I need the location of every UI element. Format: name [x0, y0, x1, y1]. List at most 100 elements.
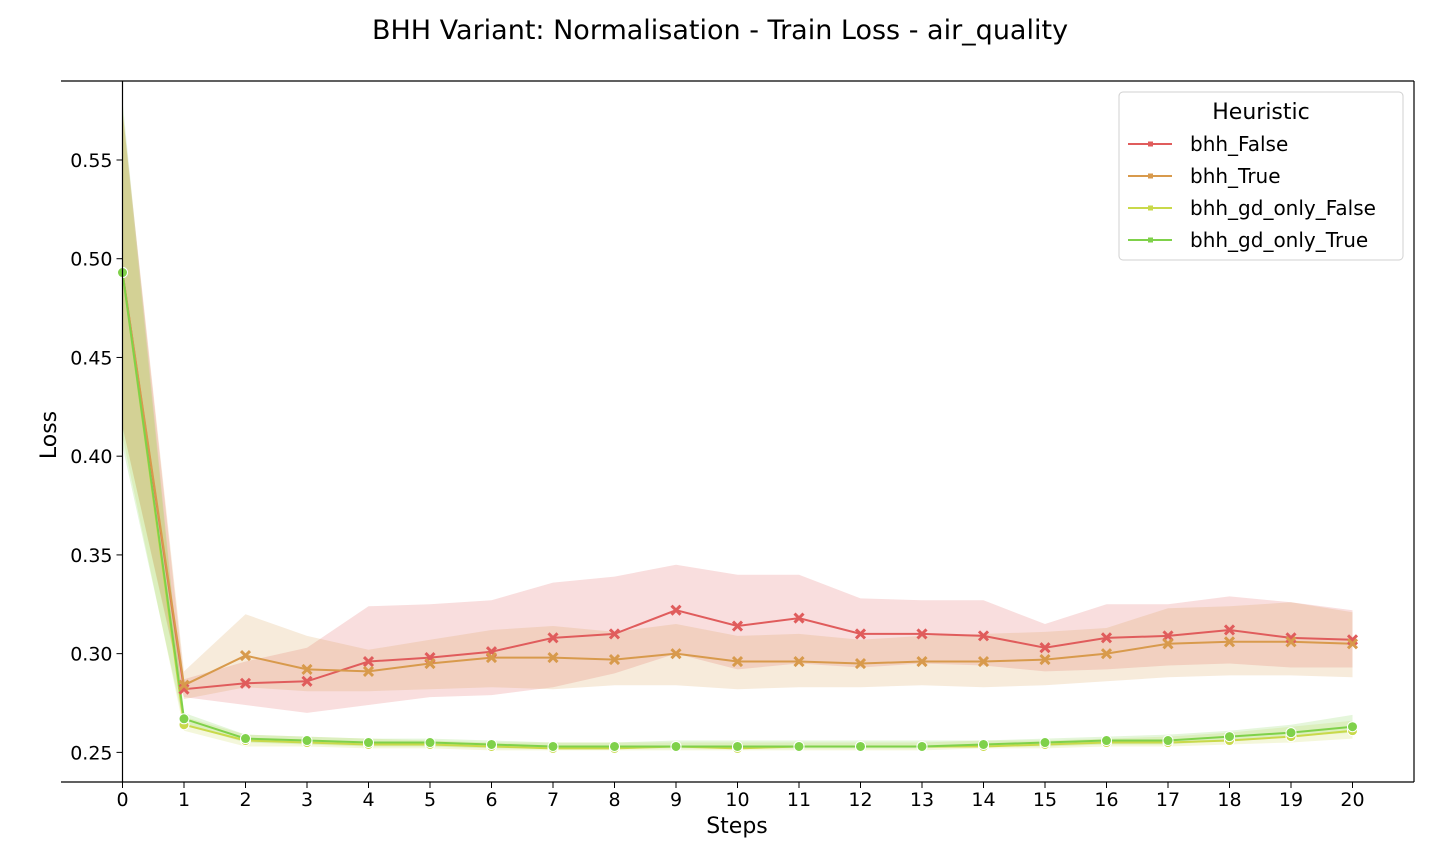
y-tick-label: 0.55: [70, 150, 112, 172]
legend-label: bhh_False: [1190, 132, 1288, 156]
point-bhh-True: [424, 657, 436, 670]
point-bhh-gd-only-True: [424, 737, 436, 749]
x-tick-label: 7: [547, 789, 559, 811]
x-tick-label: 16: [1094, 789, 1118, 811]
legend-marker-bhh-gd-only-True: [1148, 237, 1153, 243]
x-tick-label: 5: [424, 789, 436, 811]
x-tick-label: 3: [301, 789, 313, 811]
point-bhh-gd-only-True: [793, 740, 805, 752]
point-bhh-gd-only-True: [855, 740, 866, 752]
point-bhh-gd-only-True: [978, 738, 989, 750]
point-bhh-gd-only-True: [363, 737, 374, 749]
y-tick-label: 0.40: [70, 446, 112, 468]
point-bhh-True: [1346, 638, 1359, 650]
point-bhh-gd-only-True: [301, 735, 313, 747]
point-bhh-False: [731, 620, 744, 632]
x-tick-label: 14: [971, 789, 995, 811]
x-tick-label: 8: [608, 789, 620, 811]
y-tick-label: 0.35: [70, 545, 112, 567]
x-tick-label: 9: [670, 789, 682, 811]
legend-marker-bhh-gd-only-False: [1148, 205, 1153, 211]
point-bhh-True: [916, 655, 928, 668]
point-bhh-True: [1039, 654, 1051, 666]
point-bhh-True: [731, 655, 744, 668]
legend-title: Heuristic: [1212, 100, 1309, 125]
point-bhh-True: [1100, 648, 1113, 660]
point-bhh-False: [916, 628, 928, 640]
point-bhh-gd-only-True: [916, 740, 928, 752]
point-bhh-False: [1100, 632, 1113, 644]
y-tick-label: 0.50: [70, 249, 112, 271]
y-tick-label: 0.25: [70, 742, 112, 764]
point-bhh-gd-only-True: [240, 733, 251, 745]
x-tick-label: 0: [116, 789, 128, 811]
point-bhh-True: [1223, 636, 1236, 648]
point-bhh-gd-only-True: [1285, 727, 1297, 739]
point-bhh-True: [485, 652, 498, 664]
point-bhh-gd-only-True: [1347, 721, 1358, 733]
legend-marker-bhh-True: [1148, 173, 1153, 179]
x-tick-label: 17: [1156, 789, 1180, 811]
chart-title: BHH Variant: Normalisation - Train Loss …: [372, 15, 1068, 46]
x-tick-label: 10: [725, 789, 749, 811]
point-bhh-True: [1162, 638, 1174, 650]
legend-label: bhh_True: [1190, 164, 1281, 188]
point-bhh-gd-only-True: [547, 740, 559, 752]
x-tick-label: 15: [1033, 789, 1057, 811]
point-bhh-False: [547, 632, 559, 644]
point-bhh-False: [977, 630, 990, 642]
point-bhh-gd-only-True: [609, 740, 620, 752]
point-bhh-False: [793, 612, 805, 624]
x-tick-label: 4: [362, 789, 374, 811]
legend-marker-bhh-False: [1148, 141, 1153, 147]
point-bhh-gd-only-True: [670, 740, 682, 752]
point-bhh-True: [854, 657, 867, 670]
point-bhh-gd-only-True: [178, 713, 190, 725]
x-tick-label: 11: [787, 789, 811, 811]
x-axis-title: Steps: [706, 814, 768, 839]
point-bhh-True: [362, 665, 375, 677]
point-bhh-True: [670, 648, 682, 660]
point-bhh-gd-only-True: [1224, 731, 1235, 743]
point-bhh-True: [547, 652, 559, 664]
point-bhh-True: [608, 654, 621, 666]
point-bhh-True: [239, 650, 252, 662]
series-markers: [117, 267, 1359, 754]
point-bhh-gd-only-True: [1162, 735, 1174, 747]
x-tick-label: 20: [1340, 789, 1364, 811]
point-bhh-True: [977, 655, 990, 668]
x-tick-label: 1: [178, 789, 190, 811]
point-bhh-False: [1039, 642, 1051, 654]
x-tick-label: 18: [1217, 789, 1241, 811]
y-axis-title: Loss: [37, 411, 62, 459]
legend-items: bhh_False bhh_True bhh_gd_only_False bhh_gd…: [1128, 132, 1376, 252]
point-bhh-False: [362, 655, 375, 668]
point-bhh-gd-only-True: [1101, 735, 1112, 747]
x-tick-label: 6: [485, 789, 497, 811]
legend-label: bhh_gd_only_True: [1190, 228, 1368, 252]
legend: Heuristic bhh_False bhh_True bhh_gd_only_F…: [1118, 91, 1404, 261]
point-bhh-True: [301, 663, 313, 676]
point-bhh-False: [1223, 624, 1236, 636]
x-tick-label: 19: [1279, 789, 1303, 811]
x-tick-label: 12: [848, 789, 872, 811]
y-tick-label: 0.30: [70, 644, 112, 666]
point-bhh-False: [301, 675, 313, 687]
point-bhh-True: [793, 655, 805, 668]
point-bhh-True: [178, 679, 190, 691]
legend-box: [1118, 91, 1404, 261]
point-bhh-False: [608, 628, 621, 640]
x-axis-ticks: 0 1 2 3 4 5 6 7 8 9 10 11 12 13 14 15 16 17 18 19 20: [116, 782, 1365, 811]
x-tick-label: 2: [239, 789, 251, 811]
legend-label: bhh_gd_only_False: [1190, 196, 1376, 220]
x-tick-label: 13: [910, 789, 934, 811]
point-bhh-gd-only-True: [732, 740, 743, 752]
band-bhh-False: [122, 110, 1353, 713]
y-axis-ticks: 0.25 0.30 0.35 0.40 0.45 0.50 0.55: [70, 150, 123, 764]
point-bhh-False: [670, 604, 682, 616]
y-tick-label: 0.45: [70, 347, 112, 369]
point-bhh-gd-only-True: [486, 738, 497, 750]
point-bhh-False: [854, 628, 867, 640]
point-bhh-False: [239, 677, 252, 689]
